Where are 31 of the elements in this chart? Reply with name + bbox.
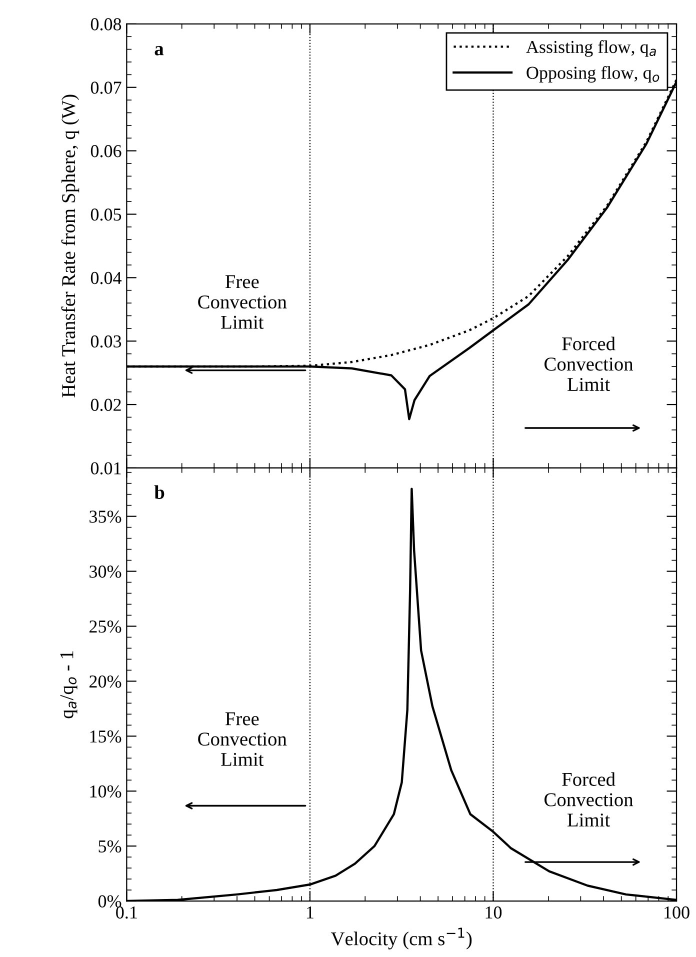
y-tick-label: 15%	[90, 730, 122, 743]
legend-label: Opposing flow, q$_{o}$	[526, 66, 660, 83]
y-tick-label: 5%	[98, 840, 122, 853]
y-tick-label: 0.01	[90, 462, 121, 474]
legend-label: Assisting flow, q$_{a}$	[526, 40, 656, 57]
y-tick-label: 0.02	[90, 398, 121, 412]
y-tick-label: 0.06	[90, 145, 122, 158]
y-tick-label: 20%	[90, 675, 122, 688]
y-axis-title: Heat Transfer Rate from Sphere, q (W)	[61, 94, 80, 398]
annotation: a	[154, 46, 164, 56]
y-tick-label: 0.03	[90, 335, 122, 348]
x-tick-label: 10	[486, 906, 502, 919]
y-tick-label: 0.08	[90, 18, 122, 30]
x-tick-label: 0.1	[116, 906, 137, 919]
y-tick-label: 30%	[90, 566, 122, 578]
y-tick-label: 0%	[98, 895, 122, 908]
annotation: b	[154, 485, 164, 499]
x-tick-label: 100	[664, 906, 690, 919]
y-tick-label: 0.04	[90, 272, 122, 284]
x-axis-title: Velocity (cm s$^{−1}$)	[330, 928, 472, 950]
y-tick-label: 10%	[90, 785, 122, 798]
annotation: Free Convection Limit	[198, 275, 287, 329]
y-tick-label: 0.05	[90, 208, 122, 221]
y-tick-label: 25%	[90, 620, 122, 633]
annotation: Free Convection Limit	[198, 712, 287, 766]
y-tick-label: 0.07	[90, 82, 122, 94]
x-tick-label: 1	[307, 906, 314, 918]
y-tick-label: 35%	[90, 510, 122, 523]
annotation: Forced Convection Limit	[544, 336, 634, 392]
annotation: Forced Convection Limit	[544, 772, 634, 827]
y-axis-title: q$_{a}$/q$_{o}$ - 1	[60, 651, 78, 718]
